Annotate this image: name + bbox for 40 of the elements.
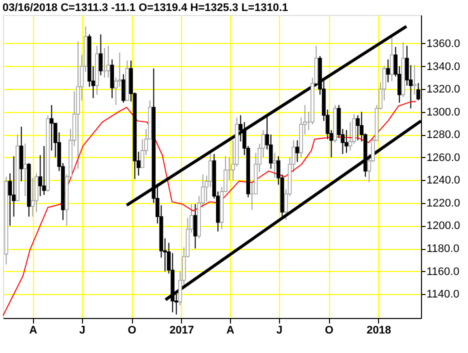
y-tick-label: 1280.0 [426, 129, 460, 142]
candlestick [356, 114, 360, 141]
x-tick-label: J [79, 324, 86, 336]
y-tick-label: 1220.0 [426, 197, 460, 210]
candlestick [98, 34, 103, 76]
candlestick [344, 130, 348, 154]
x-tick-label: 2018 [366, 324, 392, 336]
x-tick-label: O [128, 324, 137, 336]
y-tick-label: 1260.0 [426, 152, 460, 164]
y-tick-label: 1160.0 [426, 266, 460, 278]
y-tick-label: 1360.0 [426, 38, 460, 50]
chart-title: 03/16/2018 C=1311.3 -11.1 O=1319.4 H=1325.3 L=1310.1 [2, 2, 288, 14]
x-tick-label: O [324, 324, 334, 336]
x-tick-label: J [276, 324, 283, 336]
candlestick [30, 177, 35, 218]
candlestick [34, 172, 38, 213]
candlestick [106, 45, 110, 78]
y-tick-label: 1300.0 [426, 106, 460, 118]
candlestick [386, 58, 390, 83]
y-tick-label: 1140.0 [426, 288, 460, 301]
candlestick [193, 204, 198, 250]
y-tick-label: 1340.0 [426, 60, 460, 73]
x-tick-label: 2017 [169, 324, 194, 336]
candlestick [295, 140, 300, 162]
candlestick [122, 74, 126, 104]
candlestick [23, 143, 28, 197]
x-tick-label: A [226, 324, 234, 336]
y-tick-label: 1180.0 [426, 243, 460, 256]
y-tick-label: 1240.0 [426, 174, 460, 187]
y-tick-label: 1320.0 [426, 84, 460, 96]
candlestick [50, 104, 54, 152]
candlestick [412, 64, 416, 96]
candlestick [390, 36, 394, 82]
candlestick [110, 58, 114, 99]
x-tick-label: A [29, 324, 38, 336]
candlestick [42, 145, 46, 196]
y-tick-label: 1200.0 [426, 220, 460, 232]
line-series [2, 101, 417, 316]
candlestick [19, 126, 24, 182]
candlestick [272, 152, 277, 178]
